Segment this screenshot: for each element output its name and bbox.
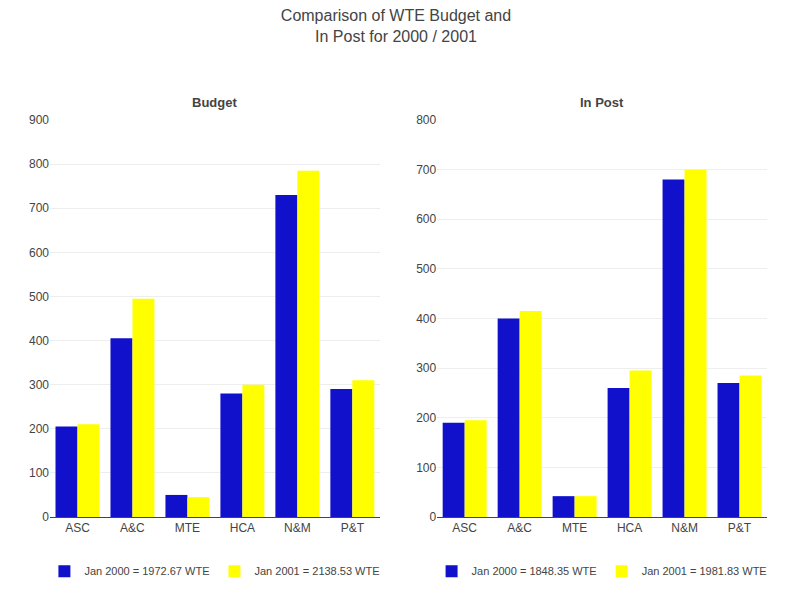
svg-text:500: 500 (416, 262, 436, 276)
svg-text:In Post: In Post (580, 95, 624, 110)
svg-text:200: 200 (29, 422, 49, 436)
svg-text:Jan 2000 = 1972.67 WTE: Jan 2000 = 1972.67 WTE (84, 565, 209, 577)
svg-text:400: 400 (416, 312, 436, 326)
svg-text:Comparison of WTE Budget andIn: Comparison of WTE Budget andIn Post for … (281, 7, 511, 45)
svg-text:800: 800 (29, 157, 49, 171)
svg-text:700: 700 (416, 163, 436, 177)
svg-text:A&C: A&C (120, 521, 145, 535)
svg-text:Jan 2001 = 1981.83 WTE: Jan 2001 = 1981.83 WTE (642, 565, 767, 577)
svg-text:Jan 2000 = 1848.35 WTE: Jan 2000 = 1848.35 WTE (472, 565, 597, 577)
svg-text:100: 100 (29, 466, 49, 480)
svg-text:600: 600 (416, 212, 436, 226)
svg-text:300: 300 (416, 361, 436, 375)
svg-text:HCA: HCA (617, 521, 642, 535)
svg-text:400: 400 (29, 334, 49, 348)
svg-text:P&T: P&T (728, 521, 752, 535)
svg-text:HCA: HCA (230, 521, 255, 535)
svg-text:ASC: ASC (452, 521, 477, 535)
svg-text:MTE: MTE (175, 521, 200, 535)
svg-text:700: 700 (29, 201, 49, 215)
svg-text:N&M: N&M (671, 521, 698, 535)
svg-text:0: 0 (42, 510, 49, 524)
svg-text:900: 900 (29, 113, 49, 127)
svg-text:100: 100 (416, 461, 436, 475)
svg-text:0: 0 (429, 510, 436, 524)
svg-text:ASC: ASC (65, 521, 90, 535)
svg-text:800: 800 (416, 113, 436, 127)
svg-text:Jan 2001 = 2138.53 WTE: Jan 2001 = 2138.53 WTE (254, 565, 379, 577)
svg-text:300: 300 (29, 378, 49, 392)
svg-text:600: 600 (29, 246, 49, 260)
svg-text:500: 500 (29, 290, 49, 304)
svg-text:N&M: N&M (284, 521, 311, 535)
svg-text:Budget: Budget (192, 95, 237, 110)
svg-text:A&C: A&C (507, 521, 532, 535)
svg-text:MTE: MTE (562, 521, 587, 535)
svg-text:P&T: P&T (341, 521, 365, 535)
svg-text:200: 200 (416, 411, 436, 425)
